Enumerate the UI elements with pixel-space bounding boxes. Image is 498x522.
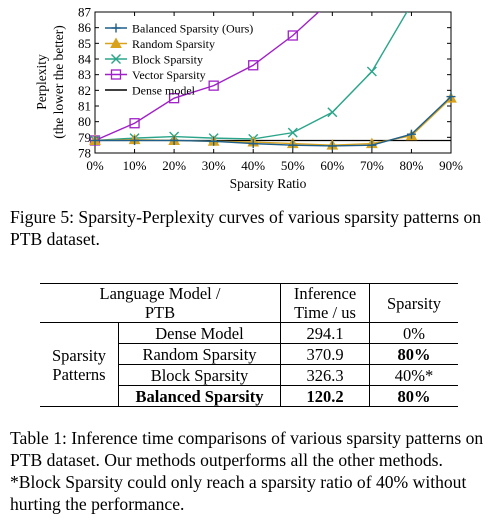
x-tick-label: 50%: [281, 158, 305, 173]
y-tick-label: 87: [78, 5, 92, 20]
header-sparsity: Sparsity: [386, 293, 442, 313]
legend-label: Random Sparsity: [132, 37, 215, 51]
table-row: Random Sparsity 370.9 80%: [40, 343, 458, 365]
y-axis-label: Perplexity: [34, 54, 49, 110]
group-label: Sparsity Patterns: [51, 345, 107, 384]
row-sparsity: 40%*: [394, 365, 434, 385]
legend-label: Vector Sparsity: [132, 68, 206, 82]
marker-shape: [287, 30, 298, 41]
marker-stroke: [366, 66, 377, 77]
y-tick-label: 82: [78, 83, 91, 98]
y-tick-label: 84: [78, 52, 92, 67]
row-time: 370.9: [280, 343, 370, 365]
row-time: 120.2: [280, 385, 370, 407]
row-sparsity: 80%: [397, 386, 431, 406]
data-point: [406, 129, 416, 139]
legend-label: Balanced Sparsity (Ours): [132, 22, 253, 36]
plot-frame: [94, 11, 452, 154]
legend-marker: [110, 37, 122, 48]
table-row: Sparsity Patterns Dense Model 294.1 0%: [40, 322, 458, 384]
x-tick-label: 40%: [241, 158, 265, 173]
data-point: [168, 93, 180, 104]
data-point: [248, 60, 259, 71]
row-name: Dense Model: [118, 322, 281, 344]
legend-marker: [111, 23, 121, 33]
table-row: Block Sparsity 326.3 40%*: [40, 364, 458, 386]
series-line: [95, 12, 320, 142]
row-sparsity: 0%: [403, 323, 425, 343]
marker-shape: [248, 60, 259, 71]
data-point: [130, 135, 140, 145]
figure-caption: Figure 5: Sparsity-Perplexity curves of …: [10, 207, 482, 249]
legend-label: Dense model: [132, 84, 196, 98]
y-tick-label: 81: [78, 99, 91, 114]
x-tick-label: 60%: [320, 158, 344, 173]
table-header-row: Language Model / PTB Inference Time / us S…: [40, 283, 458, 323]
data-point: [288, 140, 298, 150]
x-tick-label: 20%: [162, 158, 186, 173]
marker-shape: [208, 80, 219, 91]
legend-marker: [110, 69, 122, 80]
row-name: Block Sparsity: [118, 364, 281, 386]
x-tick-label: 0%: [86, 158, 104, 173]
legend-label: Block Sparsity: [132, 53, 203, 67]
y-axis-label-note: (the lower the better): [51, 25, 66, 139]
chart-series: [89, 12, 457, 151]
row-sparsity: 80%: [397, 344, 431, 364]
data-point: [366, 66, 377, 77]
row-time: 326.3: [280, 364, 370, 386]
data-point: [367, 140, 377, 150]
row-name: Random Sparsity: [118, 343, 281, 365]
legend-marker: [111, 54, 121, 64]
x-tick-label: 90%: [439, 158, 463, 173]
marker-stroke: [287, 127, 298, 138]
data-point: [90, 135, 100, 145]
y-tick-label: 79: [78, 130, 91, 145]
table-caption: Table 1: Inference time comparisons of v…: [10, 428, 484, 514]
marker-shape: [129, 118, 140, 129]
x-axis-label: Sparsity Ratio: [230, 176, 307, 191]
header-model: Language Model / PTB: [99, 284, 221, 322]
y-tick-label: 85: [78, 36, 91, 51]
marker-shape: [110, 69, 122, 80]
data-point: [209, 136, 219, 146]
data-point: [287, 30, 298, 41]
x-tick-label: 10%: [123, 158, 147, 173]
data-point: [248, 139, 258, 149]
data-point: [327, 107, 338, 118]
x-tick-label: 30%: [202, 158, 226, 173]
x-tick-label: 70%: [360, 158, 384, 173]
row-time: 294.1: [280, 322, 370, 344]
data-point: [327, 141, 337, 151]
header-time: Inference Time / us: [280, 283, 370, 323]
marker-stroke: [111, 54, 121, 64]
data-point: [287, 127, 298, 138]
inference-time-table: Language Model / PTB Inference Time / us S…: [40, 283, 458, 407]
y-tick-label: 80: [78, 114, 91, 129]
data-point: [129, 118, 140, 129]
x-tick-label: 80%: [400, 158, 424, 173]
data-point: [446, 92, 456, 102]
data-point: [208, 80, 219, 91]
chart-axes: [94, 11, 452, 154]
y-tick-label: 78: [78, 146, 91, 161]
chart-legend: Balanced Sparsity (Ours)Random Sparsity B…: [105, 22, 253, 98]
marker-stroke: [327, 107, 338, 118]
y-tick-label: 86: [78, 20, 92, 35]
y-tick-label: 83: [78, 67, 91, 82]
marker-shape: [110, 37, 122, 48]
row-name: Balanced Sparsity: [118, 385, 281, 407]
data-point: [169, 135, 179, 145]
series-line: [95, 96, 451, 147]
table-row: Balanced Sparsity 120.2 80%: [40, 385, 458, 407]
marker-shape: [168, 93, 180, 104]
